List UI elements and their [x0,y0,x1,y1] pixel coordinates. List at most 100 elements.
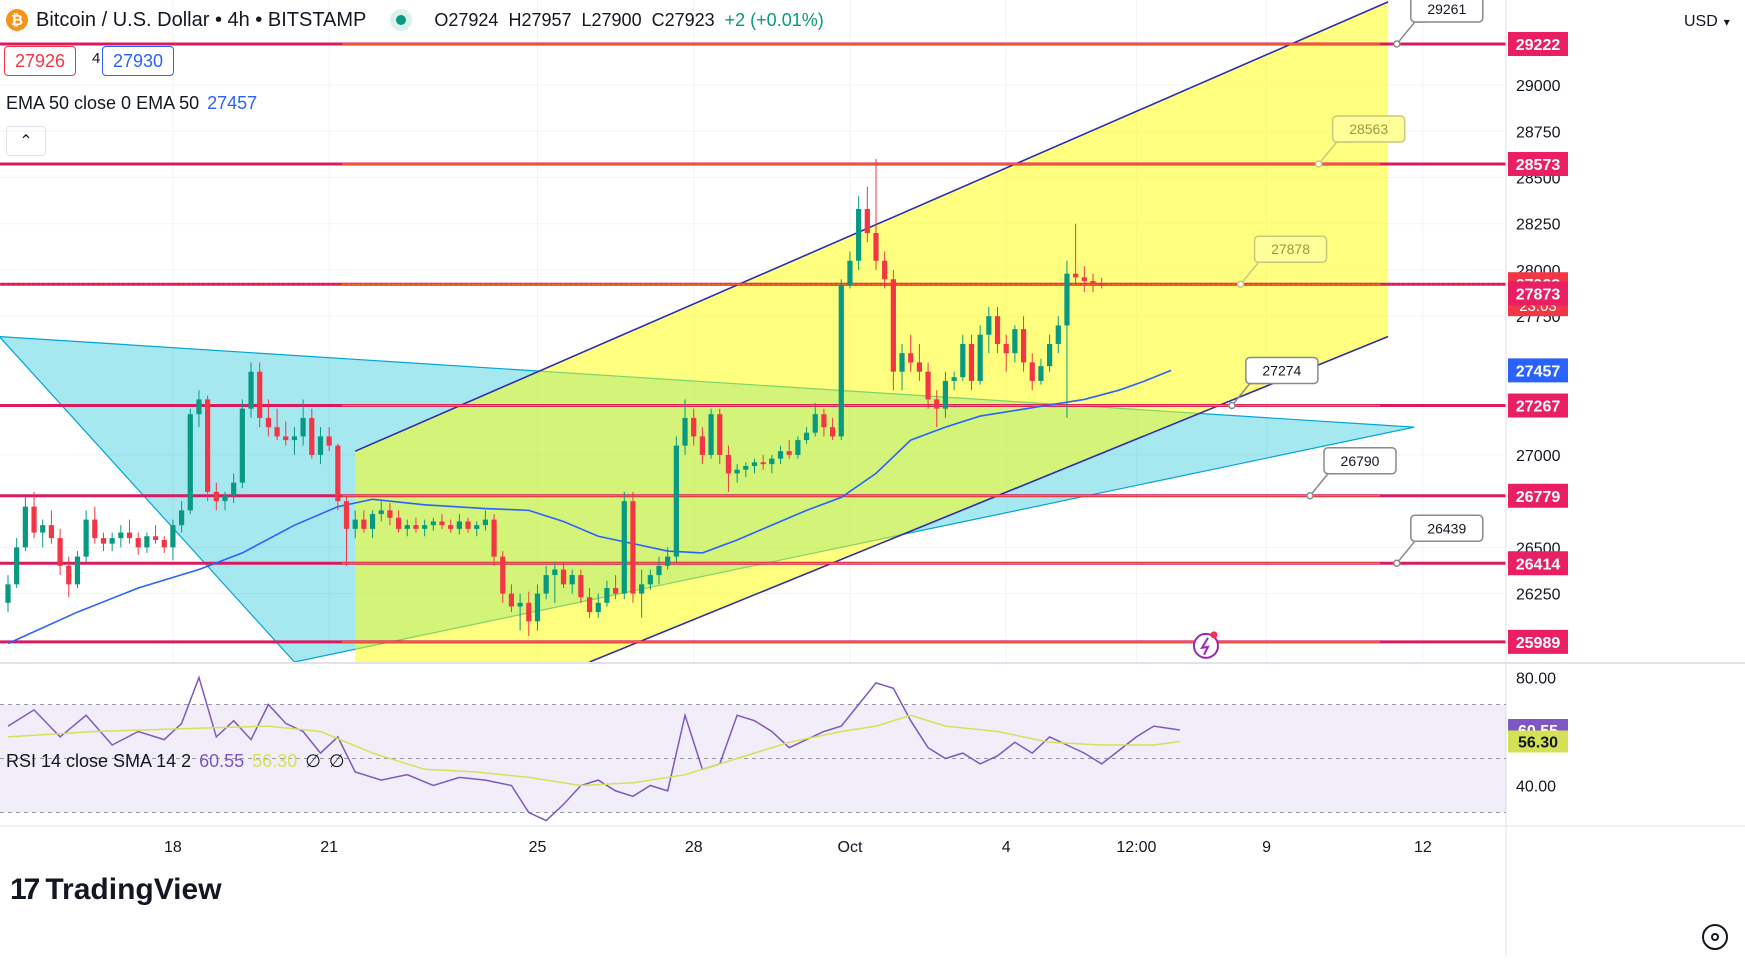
collapse-legend-button[interactable]: ⌃ [6,126,46,156]
callout-anchor [1314,160,1323,168]
candle [213,482,219,511]
candle [699,427,706,465]
candle [534,584,541,631]
candle [187,408,193,515]
candle-body [560,569,567,585]
candle [74,551,81,589]
candle [795,436,801,459]
price-axis-badge-bg [1508,393,1568,418]
currency-select[interactable]: USD ▾ [1676,8,1740,36]
price-callout: 26439 [1393,514,1484,568]
candle-body [395,517,402,529]
candle-body [1003,343,1009,354]
candle-body [977,334,983,381]
buy-price-button[interactable]: 27930 [102,46,175,76]
candle [786,440,792,459]
price-axis-badge-bg [1508,152,1568,177]
candle-body [352,519,358,529]
candle [5,575,11,613]
candle [1073,223,1079,285]
candle [916,343,923,381]
candle-body [908,353,914,363]
candle-body [612,588,619,594]
candle-body [257,371,263,418]
ohlc-values: O27924 H27957 L27900 C27923 +2 (+0.01%) [434,10,823,31]
candle-body [743,465,749,470]
callout-anchor [1393,40,1401,48]
candle [691,408,697,446]
price-axis-badge: 27267 [1508,393,1568,418]
sell-price-button[interactable]: 27926 [4,46,77,76]
candle [66,556,72,598]
alert-icon-ring [1193,632,1219,659]
time-axis-label: Oct [838,839,863,856]
candle-body [274,427,280,437]
candle [639,569,645,618]
alert-icon [1193,631,1219,659]
settings-icon[interactable] [1702,924,1728,950]
callout-pointer [1309,473,1342,497]
candle-body [343,501,350,529]
candle-body [578,575,584,598]
candle [882,251,888,289]
tradingview-logo-text: TradingView [45,873,222,906]
candle [465,517,471,533]
candle-body [925,371,931,400]
rsi-legend[interactable]: RSI 14 close SMA 14 2 60.55 56.30 ∅ ∅ [6,751,345,772]
callout-box [1253,235,1328,263]
candle [829,417,836,441]
candle [769,454,775,474]
candle [178,501,185,533]
candle-body [656,565,662,576]
candle-body [682,417,688,446]
candle-body [326,436,332,446]
rsi-line [7,675,1180,822]
candle [803,427,810,444]
candle-body [864,208,870,233]
tradingview-logo[interactable]: 17 TradingView [10,872,222,908]
price-axis-badge: 28573 [1508,152,1568,177]
candle [31,491,37,539]
ema-legend[interactable]: EMA 50 close 0 EMA 50 27457 [6,93,257,114]
callout-label: 27274 [1262,363,1301,379]
candle-body [1038,366,1044,381]
candle-body [699,436,706,455]
candle-body [57,538,63,566]
candle-body [422,525,428,529]
candle-body [265,417,272,428]
candle-body [1055,325,1061,344]
candle [526,591,532,637]
candle-body [604,588,610,603]
candle-body [856,208,862,261]
candle-body [5,584,11,603]
candle-body [31,506,37,533]
price-callout: 27274 [1228,356,1319,410]
candle-body [665,556,671,566]
candle-body [777,451,784,459]
time-axis-label: 18 [164,839,182,856]
low-value: L27900 [581,9,642,30]
price-axis-badge-label: 28573 [1516,157,1561,174]
candle-body [491,519,497,557]
symbol-title[interactable]: Bitcoin / U.S. Dollar • 4h • BITSTAMP [36,8,367,31]
candle [404,519,410,537]
candle-body [1099,284,1105,286]
rsi-sma-line [7,714,1180,787]
candle [92,506,98,544]
price-axis-tick: 29000 [1516,78,1561,95]
candle-body [100,538,107,544]
candle [1064,260,1070,418]
candle-body [812,414,818,433]
close-value: C27923 [651,9,715,30]
candle [586,588,593,618]
candle-body [361,519,367,529]
candle-body [829,427,836,437]
candle [83,510,89,563]
candle-body [92,519,98,539]
price-axis-tick: 26250 [1516,587,1561,604]
candle-body [1090,281,1096,284]
candle [552,562,558,603]
candle [196,390,202,428]
